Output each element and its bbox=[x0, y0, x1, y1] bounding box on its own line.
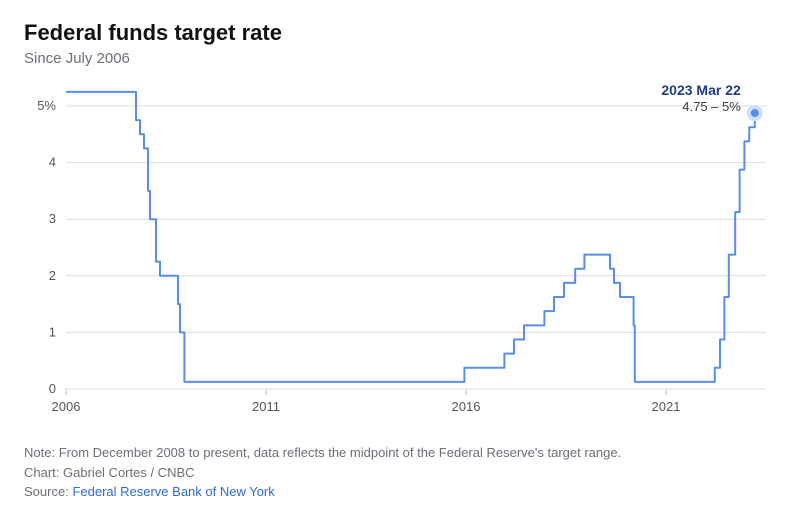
y-tick-label: 1 bbox=[49, 324, 56, 339]
x-tick-label: 2006 bbox=[52, 399, 81, 414]
y-tick-label: 2 bbox=[49, 268, 56, 283]
callout-value: 4.75 – 5% bbox=[682, 99, 741, 114]
y-tick-label: 0 bbox=[49, 381, 56, 396]
x-tick-label: 2016 bbox=[452, 399, 481, 414]
source-label: Source: bbox=[24, 484, 69, 499]
credit-text: Gabriel Cortes / CNBC bbox=[63, 465, 194, 480]
chart-footer: Note: From December 2008 to present, dat… bbox=[24, 443, 776, 502]
x-tick-label: 2011 bbox=[252, 399, 280, 414]
chart-title: Federal funds target rate bbox=[24, 20, 776, 46]
x-tick-label: 2021 bbox=[652, 399, 681, 414]
y-tick-label: 4 bbox=[49, 155, 56, 170]
note-text: From December 2008 to present, data refl… bbox=[59, 445, 622, 460]
note-label: Note: bbox=[24, 445, 55, 460]
y-tick-label: 5% bbox=[37, 98, 56, 113]
chart-area: 0 1 2 3 4 5% 2006 2011 2016 2021 2023 Mar 224.75 –… bbox=[24, 81, 776, 431]
callout-date: 2023 Mar 22 bbox=[661, 82, 741, 98]
footer-source: Source: Federal Reserve Bank of New York bbox=[24, 482, 776, 502]
source-link[interactable]: Federal Reserve Bank of New York bbox=[72, 484, 274, 499]
credit-label: Chart: bbox=[24, 465, 59, 480]
footer-note: Note: From December 2008 to present, dat… bbox=[24, 443, 776, 463]
end-marker bbox=[751, 109, 759, 117]
chart-subtitle: Since July 2006 bbox=[24, 50, 776, 67]
footer-credit: Chart: Gabriel Cortes / CNBC bbox=[24, 463, 776, 483]
rate-line bbox=[66, 92, 755, 382]
y-tick-label: 3 bbox=[49, 211, 56, 226]
line-chart: 0 1 2 3 4 5% 2006 2011 2016 2021 2023 Mar 224.75 –… bbox=[24, 81, 776, 431]
